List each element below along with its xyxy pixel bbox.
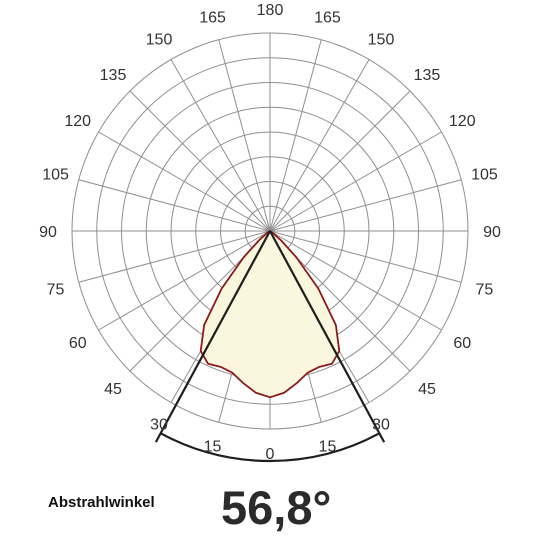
- angle-label: 75: [47, 281, 65, 298]
- grid-spoke: [269, 230, 462, 283]
- angle-label: 120: [449, 113, 476, 130]
- grid-spoke: [170, 59, 271, 232]
- light-distribution-curve: [199, 230, 341, 399]
- beam-line-left: [154, 230, 271, 443]
- grid-spoke: [98, 230, 271, 331]
- angle-label: 90: [39, 224, 57, 241]
- beam-angle-arc: [160, 432, 380, 463]
- angle-label: 45: [104, 381, 122, 398]
- grid-spoke: [269, 90, 411, 232]
- angle-label: 15: [319, 438, 337, 455]
- angle-label: 135: [414, 67, 441, 84]
- grid-spoke: [269, 59, 370, 232]
- angle-label: 135: [100, 67, 127, 84]
- angle-label: 0: [266, 446, 275, 463]
- angle-label: 75: [476, 281, 494, 298]
- grid-spoke: [269, 39, 322, 232]
- angle-label: 60: [453, 335, 471, 352]
- beam-angle-label: Abstrahlwinkel: [48, 494, 155, 511]
- grid-spoke: [269, 230, 442, 331]
- angle-label: 180: [257, 2, 284, 19]
- grid-spoke: [269, 131, 442, 232]
- angle-label: 15: [204, 438, 222, 455]
- grid-spoke: [218, 39, 271, 232]
- beam-angle-value: 56,8°: [221, 481, 332, 534]
- angle-label: 60: [69, 335, 87, 352]
- grid-spoke: [269, 179, 462, 232]
- grid-spoke: [129, 90, 271, 232]
- angle-label: 165: [199, 10, 226, 27]
- angle-label: 120: [64, 113, 91, 130]
- angle-label: 90: [483, 224, 501, 241]
- angle-label: 30: [150, 416, 168, 433]
- angle-label: 105: [471, 167, 498, 184]
- grid-spoke: [98, 131, 271, 232]
- grid-spoke: [78, 179, 271, 232]
- angle-label: 45: [418, 381, 436, 398]
- angle-label: 105: [42, 167, 69, 184]
- light-distribution-layer: [199, 230, 341, 399]
- angle-label: 150: [368, 32, 395, 49]
- angle-label: 150: [146, 32, 173, 49]
- beam-line-right: [269, 230, 386, 443]
- beam-angle-layer: [154, 230, 386, 463]
- angle-labels: 0 180 15 30 45 60 75 90 105 120 135 150 165 15 30 45 60 7…: [39, 2, 501, 463]
- grid-spoke: [78, 230, 271, 283]
- angle-label: 30: [372, 416, 390, 433]
- angle-label: 165: [314, 10, 341, 27]
